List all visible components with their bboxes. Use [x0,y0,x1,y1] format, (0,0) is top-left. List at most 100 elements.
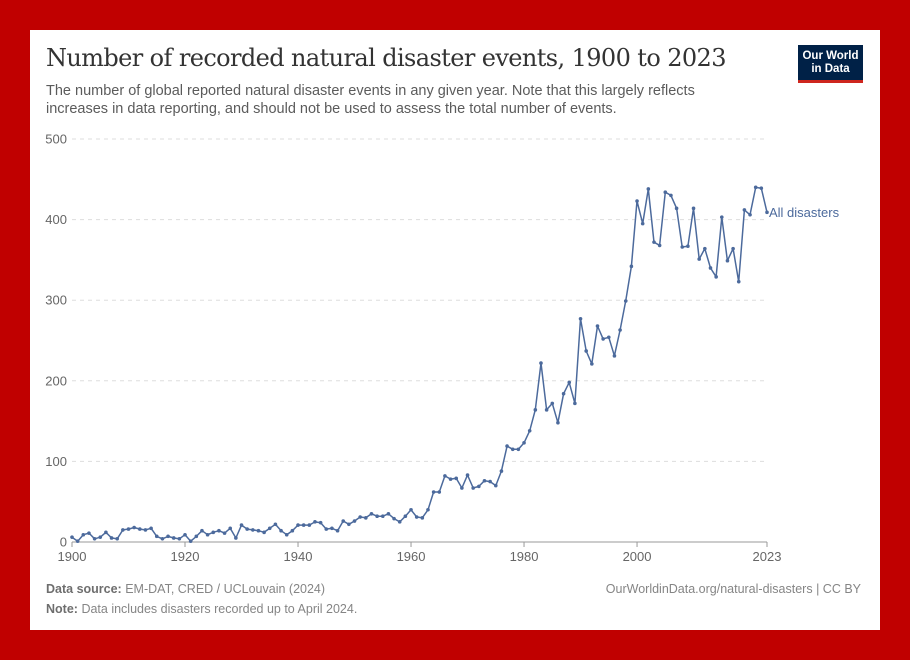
data-point [550,401,555,406]
data-point [606,335,611,340]
data-point [663,190,668,194]
data-point [522,441,526,445]
data-point [279,528,283,533]
note-line: Note: Data includes disasters recorded u… [46,599,357,619]
data-point [499,469,504,473]
y-tick-label: 200 [45,373,67,388]
data-point [171,536,176,540]
data-point [245,527,249,531]
x-tick-label: 1980 [510,549,539,564]
data-point [437,490,442,494]
data-point [256,528,261,533]
data-point [409,507,413,512]
data-point [183,532,187,537]
note-text: Data includes disasters recorded up to A… [81,602,358,616]
legend-label: All disasters [769,205,840,220]
data-point [109,536,114,540]
data-point [527,428,532,433]
data-point [403,514,408,519]
data-point [217,528,221,533]
data-point [669,193,673,198]
data-point [465,473,470,477]
data-point [318,520,323,525]
x-tick-label: 1940 [284,549,313,564]
data-point [539,361,543,365]
chart-title: Number of recorded natural disaster even… [46,44,726,72]
data-point [98,535,103,539]
data-point [623,299,628,303]
data-point [205,532,210,537]
data-point [533,408,538,412]
data-source-line: Data source: EM-DAT, CRED / UCLouvain (2… [46,579,357,599]
data-point [601,337,605,341]
data-point [188,539,193,543]
data-point [703,246,707,251]
data-point [92,536,97,541]
data-point [765,210,769,215]
y-tick-label: 0 [60,535,67,550]
data-point [143,528,148,532]
data-point [115,536,120,541]
x-tick-label: 1920 [171,549,200,564]
data-point [307,523,312,527]
data-point [330,526,334,531]
y-tick-label: 300 [45,293,67,308]
data-point [420,516,425,520]
data-point [657,243,662,248]
data-point [686,244,690,248]
x-axis: 1900 1920 1940 1960 1980 2000 2023 [58,541,781,564]
footer-left: Data source: EM-DAT, CRED / UCLouvain (2… [46,579,357,619]
data-point [493,483,498,488]
data-point [200,528,204,533]
data-point [87,531,91,535]
data-source-text: EM-DAT, CRED / UCLouvain (2024) [125,582,326,596]
data-point [160,536,165,541]
data-point [81,532,86,537]
data-point [691,206,696,211]
data-point [742,208,747,212]
data-point [352,519,357,523]
data-point [759,186,764,190]
data-point [267,526,272,531]
data-point [573,401,577,406]
data-point [335,528,340,533]
data-point [719,215,724,219]
data-point [680,245,685,249]
line-chart: 0 100 200 300 400 500 1900 1920 1940 1960 1980 200… [45,132,840,565]
data-point [296,523,300,527]
data-point [714,275,718,279]
data-point [392,516,396,521]
data-point [347,522,351,527]
legend: All disasters [769,205,840,220]
source-link[interactable]: OurWorldinData.org/natural-disasters | C… [605,582,861,596]
data-point [375,514,379,519]
data-point [194,534,199,539]
data-point [697,257,701,261]
series-line-all-disasters [71,186,768,542]
data-point [222,531,227,535]
data-point [284,532,289,537]
y-axis-ticks: 0 100 200 300 400 500 [45,132,67,550]
data-point [251,528,255,532]
data-point [516,447,521,452]
data-point [290,528,295,533]
note-label: Note: [46,602,78,616]
data-point [471,486,475,490]
y-tick-label: 500 [45,132,67,147]
series-layer [70,185,769,543]
data-point [736,279,741,284]
data-point [443,474,447,478]
data-point [640,221,645,226]
owid-logo[interactable]: Our World in Data [798,45,863,83]
data-point [262,530,266,535]
data-point [228,526,233,531]
data-source-label: Data source: [46,582,122,596]
x-tick-label: 2000 [623,549,652,564]
data-point [239,523,244,527]
x-tick-label: 1900 [58,549,87,564]
data-point [590,362,594,366]
data-point [477,484,481,489]
data-point [454,476,459,481]
data-point [313,520,317,524]
data-point [70,535,74,539]
